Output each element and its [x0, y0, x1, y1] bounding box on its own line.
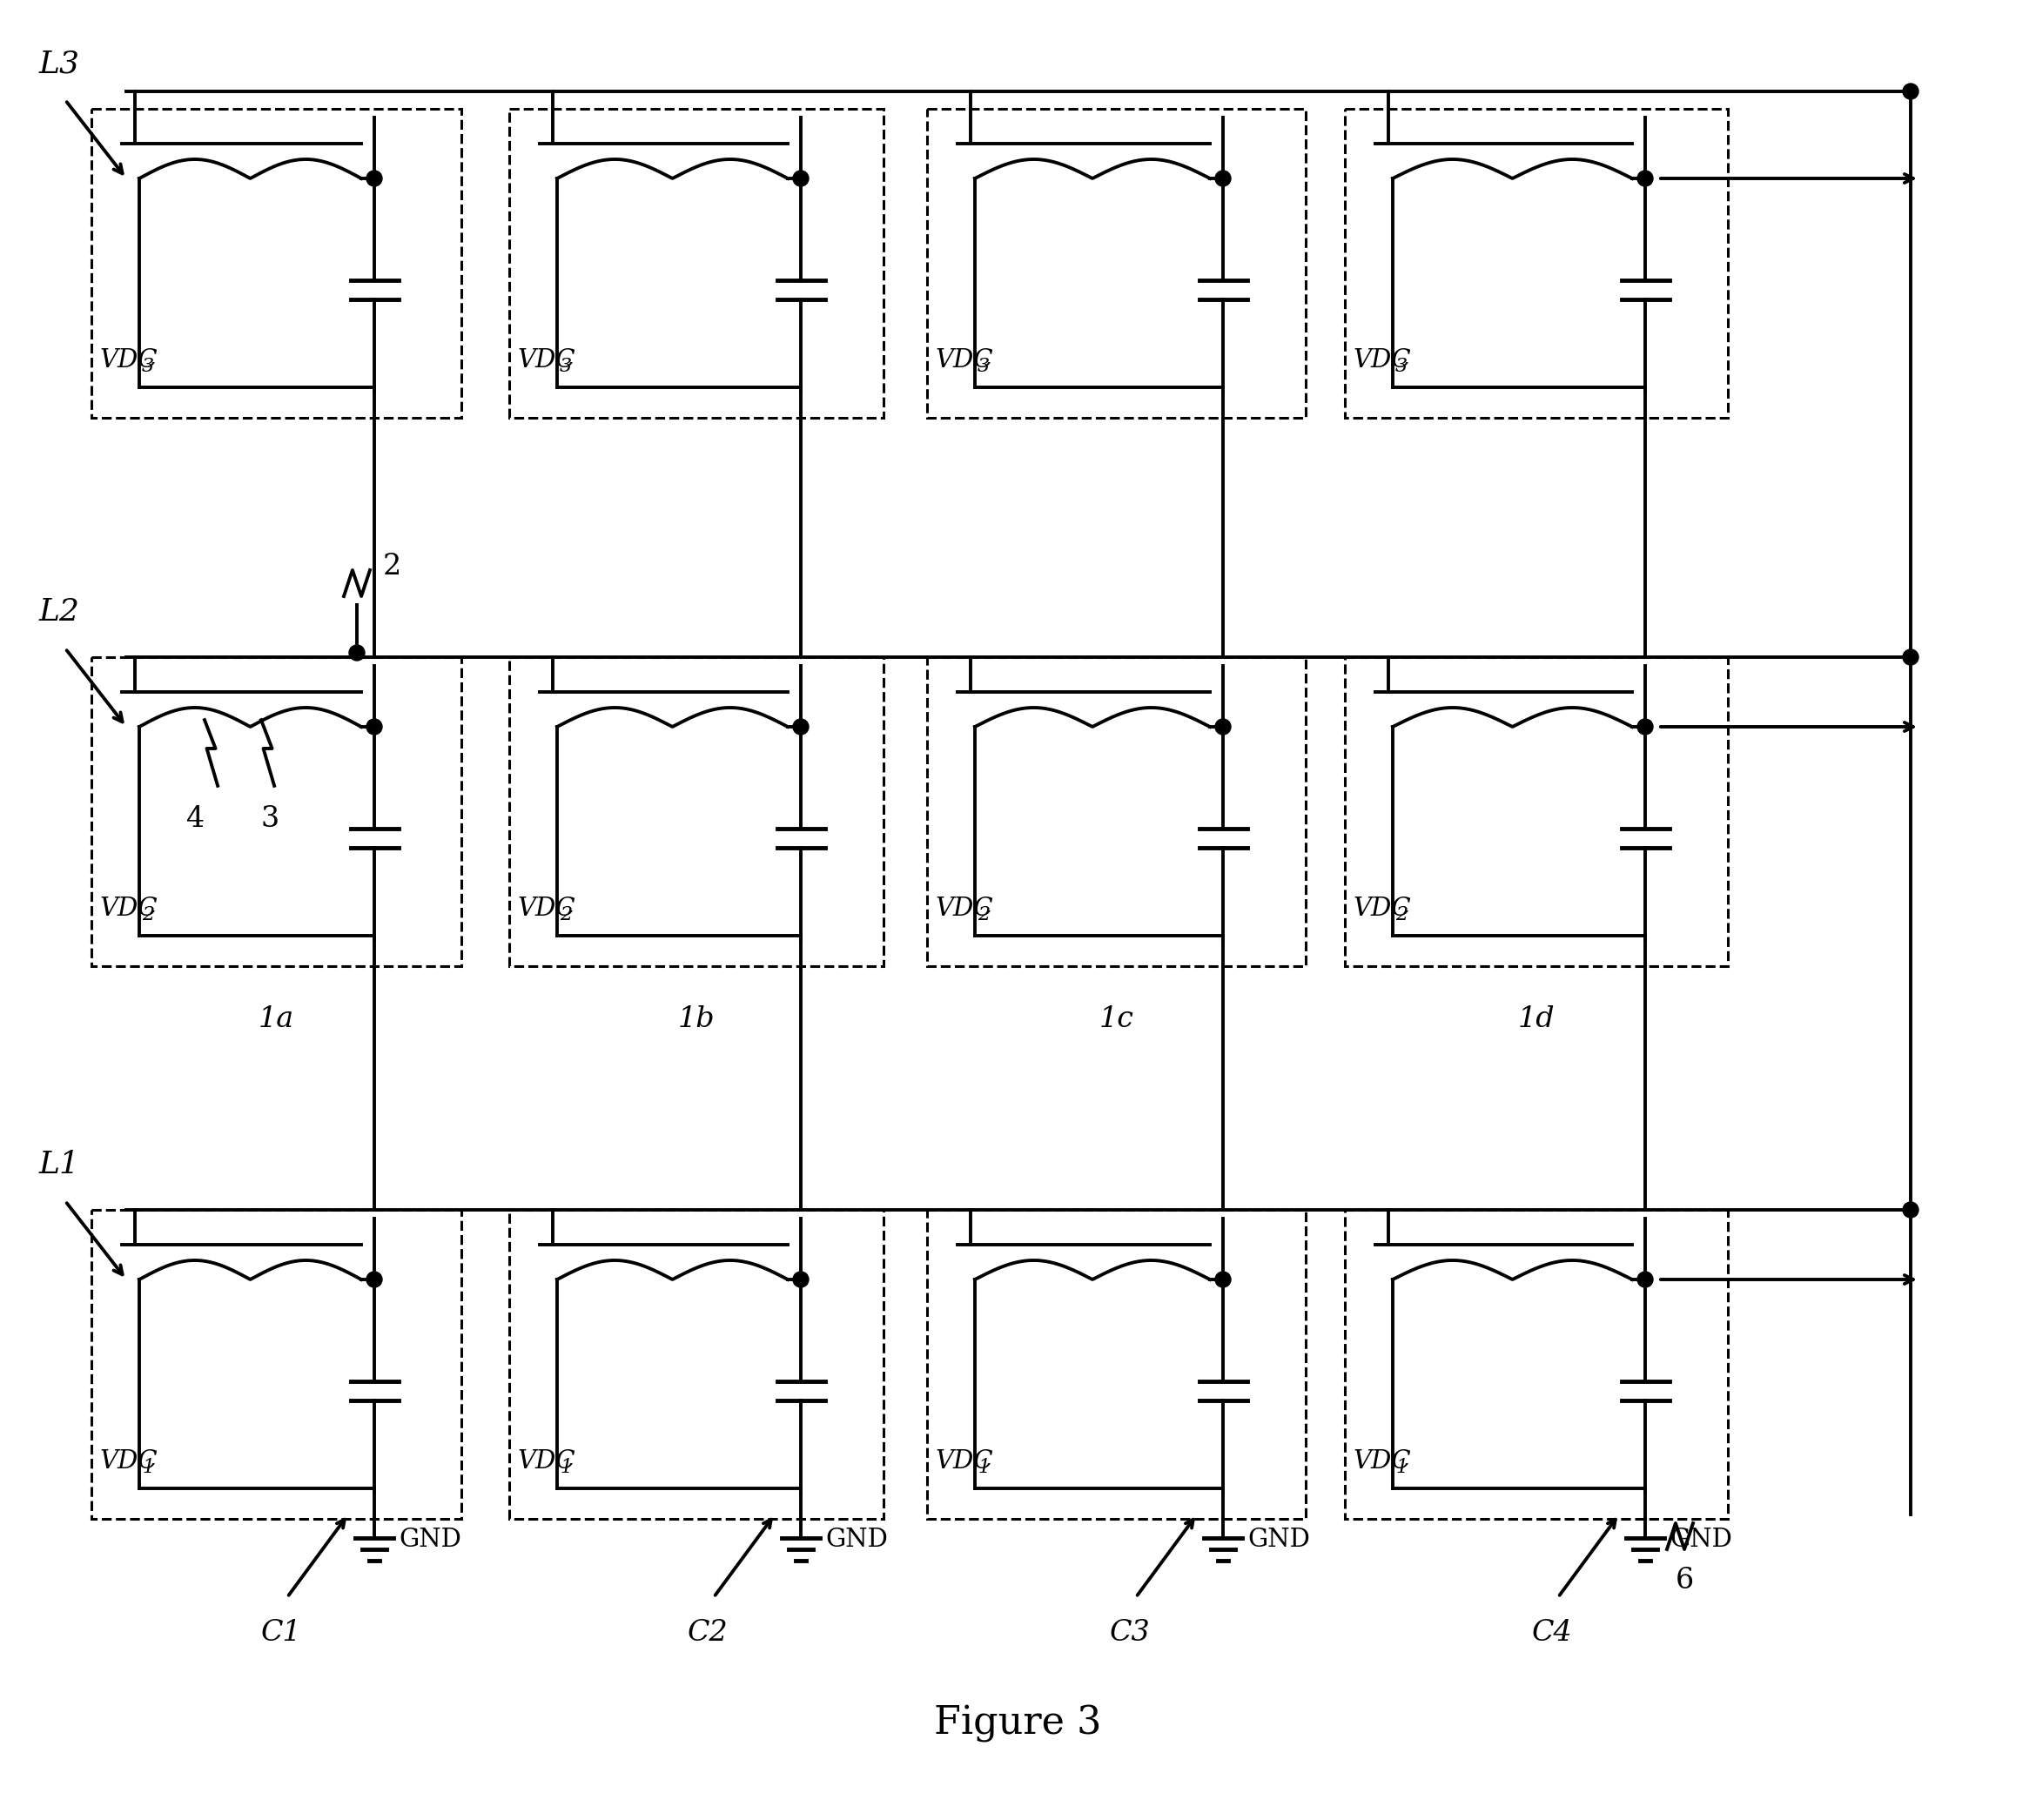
Text: 1c: 1c [1099, 1005, 1134, 1034]
Circle shape [366, 171, 383, 186]
Bar [1346, 1210, 1729, 1520]
Circle shape [348, 644, 364, 661]
Text: VDC: VDC [100, 897, 159, 921]
Circle shape [366, 1272, 383, 1287]
Bar [509, 1210, 884, 1520]
Text: L2: L2 [39, 597, 79, 626]
Text: VDC: VDC [937, 348, 994, 373]
Text: 3: 3 [143, 357, 155, 377]
Text: L3: L3 [39, 49, 79, 78]
Circle shape [1637, 171, 1653, 186]
Text: VDC: VDC [100, 348, 159, 373]
Text: 1: 1 [1395, 1458, 1407, 1478]
Circle shape [1637, 1272, 1653, 1287]
Circle shape [792, 719, 808, 735]
Circle shape [1215, 171, 1232, 186]
Text: 1b: 1b [678, 1005, 715, 1034]
Text: 1d: 1d [1517, 1005, 1556, 1034]
Text: VDC: VDC [1354, 1449, 1411, 1474]
Bar [509, 657, 884, 966]
Circle shape [1215, 1272, 1232, 1287]
Text: 2: 2 [560, 905, 572, 925]
Text: Figure 3: Figure 3 [935, 1705, 1101, 1742]
Text: 2: 2 [977, 905, 989, 925]
Bar [926, 109, 1305, 419]
Text: VDC: VDC [1354, 897, 1411, 921]
Text: 6: 6 [1676, 1567, 1694, 1594]
Circle shape [1904, 84, 1918, 100]
Text: GND: GND [1248, 1527, 1309, 1552]
Bar [92, 1210, 462, 1520]
Text: VDC: VDC [517, 348, 576, 373]
Text: VDC: VDC [517, 1449, 576, 1474]
Text: 1a: 1a [259, 1005, 295, 1034]
Text: 2: 2 [1395, 905, 1407, 925]
Text: C2: C2 [688, 1620, 729, 1647]
Bar [926, 1210, 1305, 1520]
Text: 3: 3 [1395, 357, 1407, 377]
Bar [1346, 109, 1729, 419]
Text: 2: 2 [143, 905, 155, 925]
Text: 1: 1 [977, 1458, 989, 1478]
Circle shape [792, 1272, 808, 1287]
Text: C3: C3 [1110, 1620, 1150, 1647]
Circle shape [792, 171, 808, 186]
Bar [509, 109, 884, 419]
Text: L1: L1 [39, 1150, 79, 1179]
Circle shape [366, 719, 383, 735]
Text: 3: 3 [261, 804, 279, 834]
Text: 1: 1 [560, 1458, 572, 1478]
Circle shape [1637, 719, 1653, 735]
Text: GND: GND [825, 1527, 888, 1552]
Text: VDC: VDC [937, 1449, 994, 1474]
Text: GND: GND [399, 1527, 462, 1552]
Bar [926, 657, 1305, 966]
Bar [92, 109, 462, 419]
Text: C4: C4 [1531, 1620, 1572, 1647]
Text: VDC: VDC [517, 897, 576, 921]
Text: 4: 4 [187, 804, 206, 834]
Text: VDC: VDC [937, 897, 994, 921]
Circle shape [1215, 719, 1232, 735]
Text: VDC: VDC [1354, 348, 1411, 373]
Text: GND: GND [1670, 1527, 1733, 1552]
Text: 1: 1 [143, 1458, 155, 1478]
Bar [92, 657, 462, 966]
Circle shape [1904, 1201, 1918, 1218]
Text: 3: 3 [977, 357, 989, 377]
Circle shape [1904, 650, 1918, 664]
Text: VDC: VDC [100, 1449, 159, 1474]
Text: 3: 3 [560, 357, 572, 377]
Text: 2: 2 [383, 553, 401, 581]
Text: C1: C1 [261, 1620, 301, 1647]
Bar [1346, 657, 1729, 966]
